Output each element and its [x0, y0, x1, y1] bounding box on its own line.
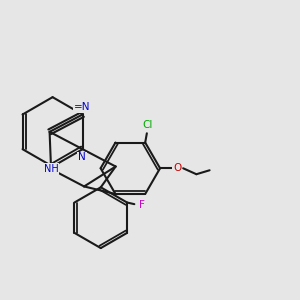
Text: N: N	[78, 152, 86, 162]
Text: O: O	[173, 163, 182, 173]
Text: =N: =N	[74, 102, 90, 112]
Text: NH: NH	[44, 164, 58, 174]
Text: F: F	[139, 200, 145, 210]
Text: Cl: Cl	[142, 120, 153, 130]
